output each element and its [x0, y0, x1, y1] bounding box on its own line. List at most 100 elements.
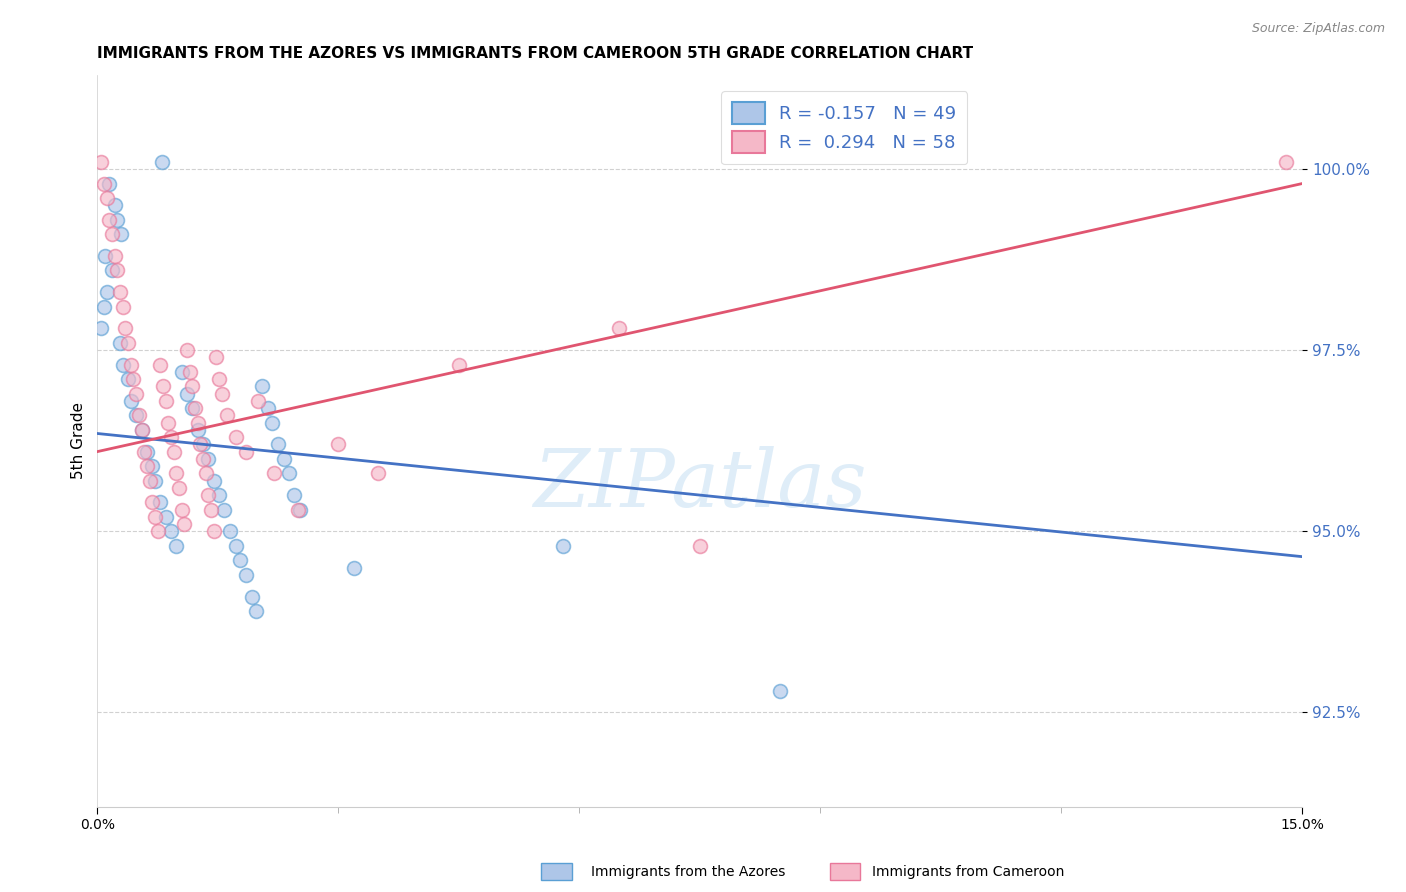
- Point: [208, 372, 231, 386]
- Point: [256, 401, 278, 416]
- Point: [125, 409, 148, 423]
- Point: [155, 509, 177, 524]
- Point: [176, 343, 198, 358]
- Point: [211, 386, 233, 401]
- Point: [146, 524, 169, 539]
- Point: [149, 495, 172, 509]
- Point: [273, 451, 295, 466]
- Point: [112, 300, 135, 314]
- Point: [101, 263, 124, 277]
- Point: [163, 444, 186, 458]
- Point: [184, 401, 207, 416]
- Point: [219, 524, 242, 539]
- Point: [93, 177, 115, 191]
- Point: [120, 393, 142, 408]
- Point: [98, 177, 121, 191]
- Point: [217, 409, 239, 423]
- Point: [263, 467, 285, 481]
- Point: [93, 300, 115, 314]
- Point: [117, 335, 139, 350]
- Point: [132, 444, 155, 458]
- Point: [94, 249, 117, 263]
- Point: [152, 379, 174, 393]
- Point: [160, 430, 183, 444]
- Point: [170, 502, 193, 516]
- Point: [107, 212, 129, 227]
- Point: [197, 451, 219, 466]
- Point: [246, 393, 269, 408]
- Point: [225, 539, 247, 553]
- Point: [104, 198, 127, 212]
- Point: [104, 249, 127, 263]
- Point: [128, 409, 150, 423]
- Point: [193, 437, 215, 451]
- Point: [288, 502, 311, 516]
- Point: [245, 604, 267, 618]
- Point: [200, 502, 222, 516]
- Point: [1275, 154, 1298, 169]
- Point: [208, 488, 231, 502]
- Point: [150, 154, 173, 169]
- Point: [193, 451, 215, 466]
- Point: [125, 386, 148, 401]
- Point: [165, 467, 187, 481]
- Point: [136, 459, 159, 474]
- Point: [136, 444, 159, 458]
- Point: [117, 372, 139, 386]
- Point: [90, 154, 112, 169]
- Text: Immigrants from the Azores: Immigrants from the Azores: [591, 865, 785, 879]
- Point: [122, 372, 145, 386]
- Point: [277, 467, 299, 481]
- Point: [367, 467, 389, 481]
- Point: [283, 488, 305, 502]
- Point: [235, 567, 257, 582]
- Point: [181, 379, 204, 393]
- Point: [225, 430, 247, 444]
- Point: [155, 393, 177, 408]
- Point: [143, 509, 166, 524]
- Point: [160, 524, 183, 539]
- Point: [141, 495, 163, 509]
- Legend: R = -0.157   N = 49, R =  0.294   N = 58: R = -0.157 N = 49, R = 0.294 N = 58: [721, 91, 967, 164]
- Point: [120, 358, 142, 372]
- Point: [141, 459, 163, 474]
- Point: [114, 321, 136, 335]
- Point: [553, 539, 575, 553]
- Point: [176, 386, 198, 401]
- Point: [202, 474, 225, 488]
- Point: [343, 560, 366, 574]
- Point: [214, 502, 236, 516]
- Point: [165, 539, 187, 553]
- Point: [328, 437, 350, 451]
- Point: [143, 474, 166, 488]
- Point: [169, 481, 191, 495]
- Y-axis label: 5th Grade: 5th Grade: [72, 402, 86, 479]
- Point: [197, 488, 219, 502]
- Text: Source: ZipAtlas.com: Source: ZipAtlas.com: [1251, 22, 1385, 36]
- Point: [96, 285, 118, 300]
- Point: [609, 321, 631, 335]
- Point: [267, 437, 290, 451]
- Point: [149, 358, 172, 372]
- Point: [138, 474, 160, 488]
- Point: [447, 358, 470, 372]
- Point: [235, 444, 257, 458]
- Point: [157, 416, 180, 430]
- Point: [769, 683, 792, 698]
- Point: [181, 401, 204, 416]
- Point: [202, 524, 225, 539]
- Point: [98, 212, 121, 227]
- Point: [187, 416, 209, 430]
- Point: [112, 358, 135, 372]
- Point: [689, 539, 711, 553]
- Point: [240, 590, 263, 604]
- Point: [101, 227, 124, 242]
- Point: [131, 423, 153, 437]
- Point: [96, 191, 118, 205]
- Point: [262, 416, 284, 430]
- Point: [90, 321, 112, 335]
- Point: [108, 285, 131, 300]
- Point: [107, 263, 129, 277]
- Point: [187, 423, 209, 437]
- Point: [229, 553, 252, 567]
